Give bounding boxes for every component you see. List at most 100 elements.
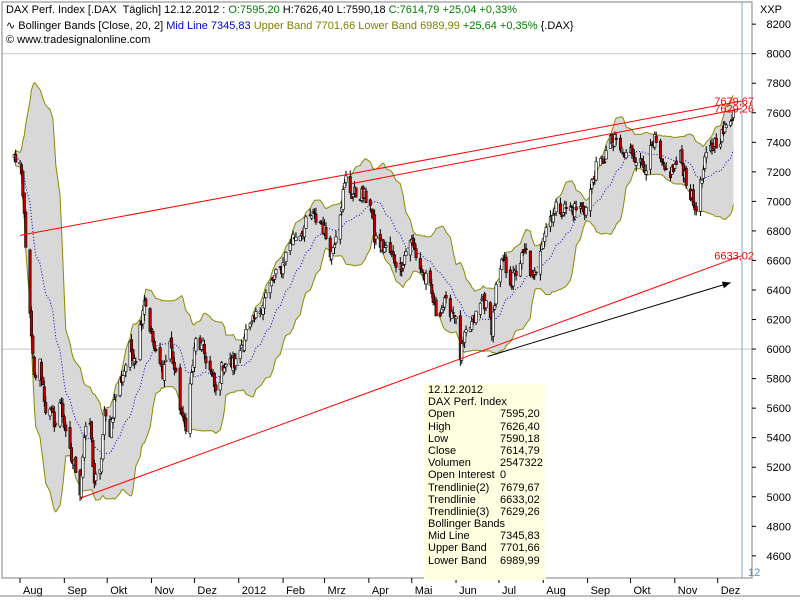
candle-body (694, 206, 698, 211)
candle-body (351, 194, 355, 197)
header-bb-mid: Mid Line 7345,83 (163, 20, 251, 32)
bollinger-upper-band (13, 81, 734, 417)
candle-body (703, 156, 707, 169)
candle-body (574, 206, 578, 211)
candle-body (659, 140, 663, 159)
candle-body (288, 243, 292, 251)
header-line-3[interactable]: © www.tradesignalonline.com (6, 34, 150, 46)
candle-body (714, 137, 718, 149)
y-tick-label: 6000 (767, 344, 791, 356)
candle-body (561, 212, 565, 216)
candle-body (443, 297, 447, 308)
candle-body (82, 437, 86, 459)
candle-body (564, 207, 568, 210)
candle-body (729, 120, 733, 126)
candle-body (501, 259, 505, 261)
candle-body (613, 134, 617, 147)
info-value: 7626,40 (500, 420, 540, 433)
header-instrument: DAX Perf. Index [.DAX Täglich] 12.12.201… (6, 4, 229, 16)
candle-body (484, 300, 488, 309)
data-window: 12.12.2012 DAX Perf. Index Open 7595,20 H… (424, 384, 546, 580)
x-axis: Aug Sep Okt Nov Dez 2012 Feb Mrz Apr Mai Jun Jul Aug… (19, 578, 740, 597)
candle-body (41, 377, 45, 386)
candle-body (438, 312, 442, 317)
candle-body (464, 329, 468, 333)
candle-body (730, 119, 734, 121)
header-line-2: ∿ Bollinger Bands [Close, 20, 2] Mid Lin… (6, 19, 574, 32)
candle-body (684, 167, 688, 186)
candle-body (94, 473, 98, 481)
candle-body (680, 149, 684, 164)
candle-body (403, 254, 407, 265)
candle-body (262, 297, 266, 309)
candle-body (534, 271, 538, 274)
annotation-arrow-head (721, 281, 731, 289)
candles (12, 109, 735, 501)
candle-body (414, 248, 418, 258)
candle-body (214, 384, 218, 391)
y-tick-label: 6600 (767, 255, 791, 267)
candle-body (664, 168, 668, 170)
y-tick-label: 7000 (767, 196, 791, 208)
info-label: Low (428, 432, 449, 445)
candle-body (424, 273, 428, 285)
header-bb-name: Bollinger Bands [Close, 20, 2] (18, 20, 164, 32)
candle-body (42, 386, 46, 402)
candle-body (148, 308, 152, 332)
info-label: Close (428, 444, 457, 457)
candle-body (114, 394, 118, 398)
info-label: Upper Band (428, 542, 487, 555)
trendline-value-label: 7679,67 (714, 96, 754, 108)
y-tick-label: 7600 (767, 108, 791, 120)
candle-body (121, 375, 125, 383)
candle-body (188, 383, 192, 434)
candle-body (194, 338, 198, 352)
candle-body (711, 149, 715, 151)
candle-body (44, 402, 48, 414)
info-label: High (428, 420, 451, 433)
candle-body (633, 157, 637, 163)
website-link[interactable]: © www.tradesignalonline.com (6, 34, 151, 46)
candle-body (54, 423, 58, 425)
info-label: Open (428, 408, 455, 421)
trendline-value-label: 6633,02 (714, 251, 754, 263)
candle-body (373, 214, 377, 243)
info-symbol: DAX Perf. Index (428, 396, 507, 409)
candle-body (598, 158, 602, 166)
candle-body (144, 298, 148, 307)
y-tick-label: 5400 (767, 433, 791, 445)
y-tick-label: 7200 (767, 167, 791, 179)
header-line-1: DAX Perf. Index [.DAX Täglich] 12.12.201… (6, 4, 517, 16)
candle-body (22, 192, 26, 214)
candle-body (331, 247, 335, 254)
candle-body (298, 235, 302, 242)
candle-body (518, 263, 522, 277)
corner-label: 12 (748, 567, 760, 579)
candle-body (618, 137, 622, 151)
candle-body (451, 312, 455, 314)
candle-body (134, 361, 138, 363)
candle-body (154, 348, 158, 352)
y-tick-label: 5600 (767, 403, 791, 415)
candle-body (313, 212, 317, 214)
x-tick-label: Apr (372, 585, 389, 597)
candle-body (488, 302, 492, 319)
candle-body (124, 364, 128, 373)
candle-body (69, 447, 73, 462)
candle-body (101, 434, 105, 460)
info-label: Lower Band (428, 554, 487, 567)
y-tick-label: 4800 (767, 521, 791, 533)
info-label: Trendlinie(3) (428, 505, 490, 518)
candle-body (202, 344, 206, 354)
x-tick-label: Sep (67, 585, 87, 597)
candle-body (178, 367, 182, 411)
candle-body (364, 190, 368, 203)
candle-body (428, 270, 432, 284)
candle-body (454, 316, 458, 320)
candle-body (368, 199, 372, 206)
info-value: 7590,18 (500, 432, 540, 445)
candle-body (58, 402, 62, 427)
candle-body (158, 347, 162, 364)
candle-body (151, 331, 155, 343)
candle-body (538, 251, 542, 275)
